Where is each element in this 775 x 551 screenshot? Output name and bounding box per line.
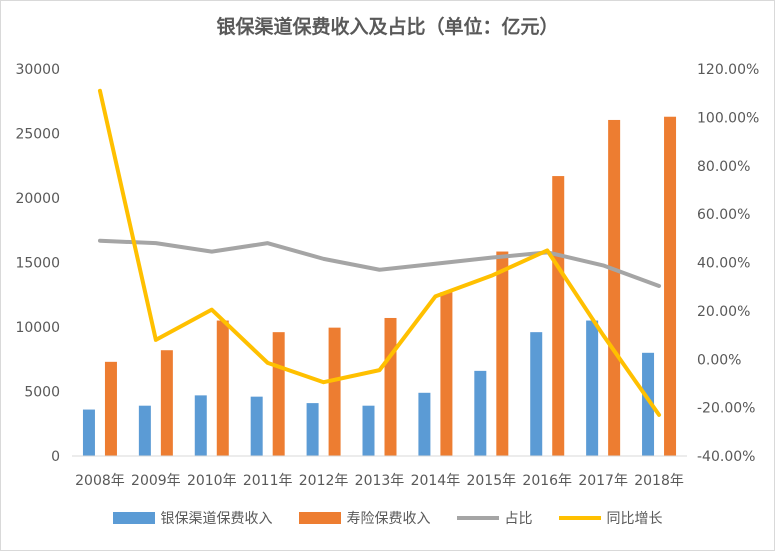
bar-bank-insurance-4 — [306, 403, 319, 456]
bar-life-insurance-0 — [104, 361, 117, 456]
x-tick-label: 2013年 — [355, 473, 405, 489]
y-right-tick-label: 80.00% — [697, 159, 750, 175]
bar-bank-insurance-1 — [138, 405, 151, 456]
legend-swatch-yoy-growth — [558, 516, 601, 520]
bar-bank-insurance-3 — [250, 396, 263, 456]
y-right-tick-label: -20.00% — [697, 401, 755, 417]
bar-life-insurance-8 — [552, 176, 565, 456]
y-left-tick-label: 30000 — [15, 62, 60, 78]
chart-title: 银保渠道保费收入及占比（单位：亿元） — [216, 16, 559, 38]
legend-label-bank-insurance: 银保渠道保费收入 — [160, 511, 273, 527]
x-tick-label: 2015年 — [466, 473, 516, 489]
bar-life-insurance-7 — [496, 251, 509, 456]
x-tick-label: 2009年 — [131, 473, 181, 489]
x-tick-label: 2014年 — [411, 473, 461, 489]
y-left-tick-label: 0 — [51, 449, 60, 465]
x-tick-label: 2010年 — [187, 473, 237, 489]
legend-item-yoy-growth: 同比增长 — [558, 508, 663, 528]
x-tick-label: 2018年 — [634, 473, 684, 489]
y-left-tick-label: 25000 — [15, 127, 60, 143]
y-right-tick-label: 40.00% — [697, 256, 750, 272]
legend-swatch-share — [456, 516, 499, 520]
chart-legend: 银保渠道保费收入 寿险保费收入 占比 同比增长 — [0, 508, 775, 528]
line-yoy-growth — [97, 88, 662, 417]
legend-item-bank-insurance: 银保渠道保费收入 — [112, 508, 273, 528]
line-share — [97, 238, 662, 288]
legend-label-life-insurance: 寿险保费收入 — [346, 511, 431, 527]
bar-life-insurance-2 — [216, 320, 229, 456]
y-right-tick-label: 20.00% — [697, 304, 750, 320]
legend-label-share: 占比 — [504, 511, 533, 527]
legend-item-share: 占比 — [456, 508, 533, 528]
bar-life-insurance-3 — [272, 332, 285, 456]
bar-bank-insurance-5 — [362, 405, 375, 456]
y-right-tick-label: 100.00% — [697, 110, 759, 126]
y-right-tick-label: 0.00% — [697, 352, 741, 368]
y-left-tick-label: 10000 — [15, 320, 60, 336]
bar-life-insurance-6 — [440, 292, 453, 456]
legend-item-life-insurance: 寿险保费收入 — [298, 508, 431, 528]
legend-swatch-life-insurance — [298, 512, 341, 524]
x-tick-label: 2011年 — [243, 473, 293, 489]
x-tick-label: 2017年 — [578, 473, 628, 489]
bar-bank-insurance-7 — [474, 370, 487, 456]
x-tick-label: 2016年 — [522, 473, 572, 489]
legend-label-yoy-growth: 同比增长 — [606, 511, 663, 527]
y-right-tick-label: 60.00% — [697, 207, 750, 223]
bar-bank-insurance-8 — [530, 332, 543, 456]
y-left-tick-label: 15000 — [15, 256, 60, 272]
x-tick-label: 2012年 — [299, 473, 349, 489]
bar-bank-insurance-6 — [418, 392, 431, 456]
bar-life-insurance-1 — [160, 350, 173, 456]
bar-life-insurance-10 — [664, 116, 677, 456]
x-tick-label: 2008年 — [75, 473, 125, 489]
bar-bank-insurance-10 — [642, 352, 655, 456]
bar-life-insurance-5 — [384, 317, 397, 456]
y-right-tick-label: 120.00% — [697, 62, 759, 78]
bar-bank-insurance-0 — [82, 409, 95, 456]
bar-bank-insurance-9 — [586, 320, 599, 456]
bar-bank-insurance-2 — [194, 395, 207, 456]
y-right-tick-label: -40.00% — [697, 449, 755, 465]
bar-life-insurance-4 — [328, 327, 341, 456]
y-left-tick-label: 5000 — [24, 385, 60, 401]
legend-swatch-bank-insurance — [112, 512, 155, 524]
bar-life-insurance-9 — [608, 119, 621, 456]
y-left-tick-label: 20000 — [15, 191, 60, 207]
